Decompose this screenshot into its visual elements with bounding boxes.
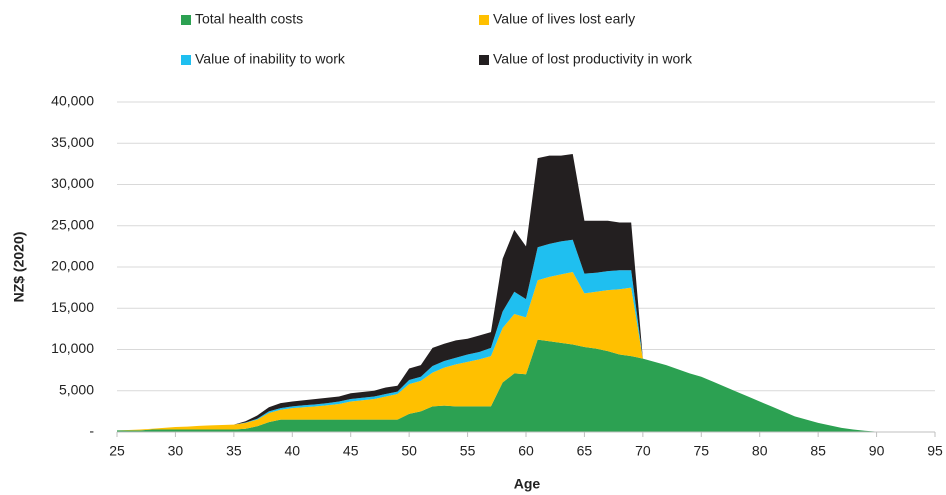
x-tick-label: 30: [168, 443, 184, 459]
y-axis-label: NZ$ (2020): [11, 232, 27, 303]
x-axis-label: Age: [514, 476, 541, 492]
legend-swatch: [479, 15, 489, 25]
legend-swatch: [181, 15, 191, 25]
x-tick-label: 90: [869, 443, 885, 459]
x-tick-label: 75: [693, 443, 709, 459]
area: [117, 153, 889, 432]
x-tick-label: 70: [635, 443, 651, 459]
x-tick-label: 45: [343, 443, 359, 459]
legend-swatch: [479, 55, 489, 65]
y-tick-label: 25,000: [51, 216, 94, 232]
x-tick-label: 55: [460, 443, 476, 459]
legend-label: Total health costs: [195, 11, 303, 27]
x-tick-label: 60: [518, 443, 534, 459]
legend-label: Value of lives lost early: [493, 11, 635, 27]
x-tick-label: 50: [401, 443, 417, 459]
x-tick-label: 65: [577, 443, 593, 459]
y-tick-label: 30,000: [51, 175, 94, 191]
x-tick-label: 35: [226, 443, 242, 459]
area: [117, 339, 889, 432]
legend-label: Value of inability to work: [195, 51, 346, 67]
x-tick-label: 40: [284, 443, 300, 459]
x-tick-label: 25: [109, 443, 125, 459]
legend-swatch: [181, 55, 191, 65]
y-tick-label: 15,000: [51, 299, 94, 315]
y-tick-label: 40,000: [51, 93, 94, 109]
x-tick-label: 95: [927, 443, 943, 459]
y-tick-label: 5,000: [59, 381, 94, 397]
y-tick-label: 20,000: [51, 258, 94, 274]
y-tick-label: -: [89, 423, 94, 439]
area: [117, 271, 889, 432]
x-tick-label: 85: [810, 443, 826, 459]
y-tick-label: 35,000: [51, 134, 94, 150]
legend-label: Value of lost productivity in work: [493, 51, 693, 67]
y-tick-label: 10,000: [51, 340, 94, 356]
x-tick-label: 80: [752, 443, 768, 459]
